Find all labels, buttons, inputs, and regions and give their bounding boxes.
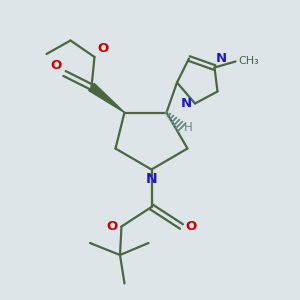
Polygon shape bbox=[89, 83, 124, 112]
Text: O: O bbox=[97, 43, 108, 56]
Text: O: O bbox=[107, 220, 118, 233]
Text: O: O bbox=[51, 59, 62, 72]
Text: H: H bbox=[184, 121, 193, 134]
Text: CH₃: CH₃ bbox=[238, 56, 259, 67]
Text: O: O bbox=[185, 220, 196, 233]
Text: N: N bbox=[216, 52, 227, 64]
Text: N: N bbox=[146, 172, 157, 186]
Text: N: N bbox=[181, 97, 192, 110]
